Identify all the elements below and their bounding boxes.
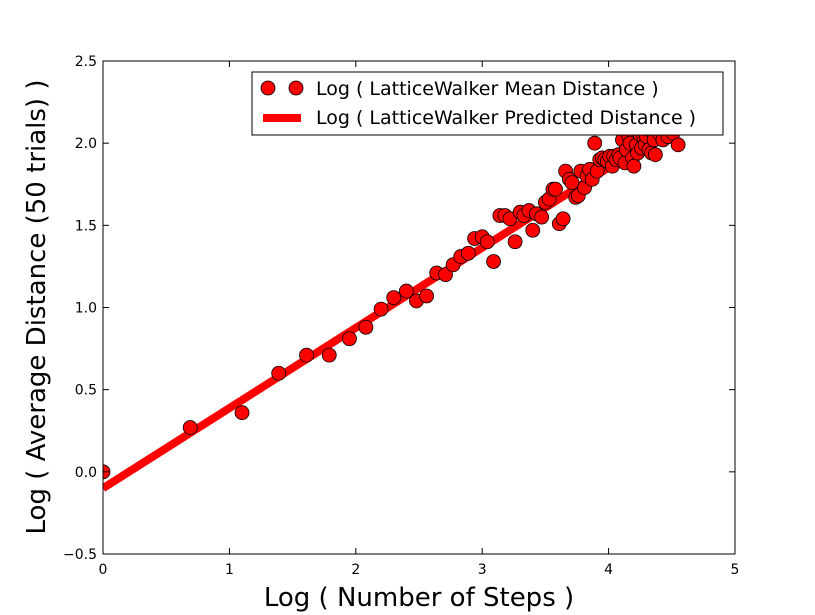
y-tick-label-4: 1.5 — [75, 218, 97, 234]
legend-label-predicted: Log ( LatticeWalker Predicted Distance ) — [316, 107, 696, 129]
data-point-20 — [479, 234, 495, 250]
x-axis-title: Log ( Number of Steps ) — [264, 583, 574, 613]
data-point-29 — [525, 222, 541, 238]
data-point-9 — [386, 290, 402, 306]
y-tick-label-0: −0.5 — [63, 547, 97, 563]
data-layer — [103, 119, 686, 492]
legend: Log ( LatticeWalker Mean Distance ) Log … — [251, 71, 724, 136]
data-point-7 — [358, 319, 374, 335]
data-point-40 — [564, 175, 580, 191]
data-point-25 — [507, 234, 523, 250]
data-point-3 — [271, 365, 287, 381]
data-point-6 — [342, 331, 357, 347]
data-point-48 — [587, 135, 603, 151]
x-tick-label-3: 3 — [478, 562, 487, 578]
legend-marker-mean-2 — [288, 80, 304, 96]
data-point-10 — [398, 283, 414, 299]
data-point-1 — [182, 420, 198, 435]
legend-marker-mean-1 — [260, 80, 276, 96]
legend-label-mean: Log ( LatticeWalker Mean Distance ) — [316, 78, 659, 100]
y-tick-label-5: 2.0 — [75, 136, 97, 152]
data-point-66 — [626, 158, 642, 174]
data-point-14 — [438, 267, 453, 283]
x-tick-label-4: 4 — [604, 562, 613, 578]
x-tick-label-1: 1 — [225, 562, 234, 578]
data-point-17 — [460, 245, 476, 261]
y-tick-label-1: 0.0 — [75, 465, 97, 481]
x-tick-label-5: 5 — [731, 562, 740, 578]
legend-box — [251, 71, 724, 136]
data-point-5 — [321, 347, 337, 363]
data-point-2 — [234, 405, 250, 421]
y-tick-label-2: 0.5 — [75, 383, 97, 399]
data-point-84 — [670, 137, 686, 153]
data-point-21 — [486, 254, 501, 269]
data-point-12 — [419, 288, 434, 304]
y-tick-label-6: 2.5 — [75, 54, 97, 70]
data-point-4 — [299, 347, 314, 363]
data-point-8 — [373, 301, 389, 317]
x-tick-label-2: 2 — [351, 562, 360, 578]
y-axis-title: Log ( Average Distance (50 trials) ) — [22, 80, 52, 535]
data-point-31 — [534, 209, 550, 225]
x-tick-label-0: 0 — [99, 562, 108, 578]
data-point-78 — [647, 147, 663, 163]
data-point-37 — [555, 211, 571, 227]
y-tick-label-3: 1.0 — [75, 301, 97, 317]
ticks-layer: 0 1 2 3 4 5 −0.5 0.0 0.5 1.0 1.5 2.0 2.5 — [63, 54, 739, 578]
data-point-35 — [548, 181, 563, 197]
